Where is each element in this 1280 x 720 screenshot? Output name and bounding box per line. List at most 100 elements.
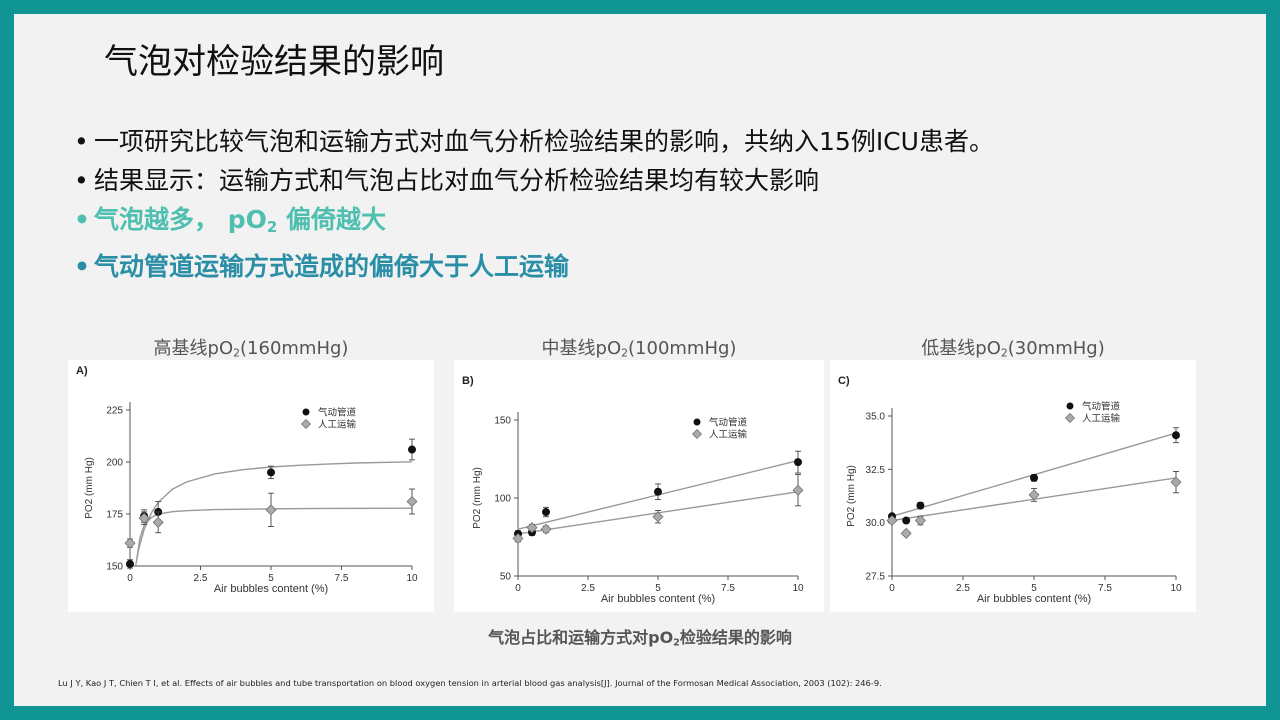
fit-line — [136, 507, 413, 558]
highlight-text-pre: 气泡越多， pO — [94, 205, 267, 234]
x-tick-label: 10 — [792, 583, 804, 594]
x-tick-label: 5 — [268, 573, 274, 584]
x-tick-label: 10 — [406, 573, 418, 584]
bullet-dot: • — [74, 127, 89, 156]
y-tick-label: 150 — [106, 562, 123, 573]
data-point-diamond — [914, 515, 926, 527]
x-tick-label: 0 — [889, 583, 895, 594]
chart-title-pre: 高基线pO — [153, 338, 234, 359]
highlight-text-sub: 2 — [266, 217, 278, 236]
chart-a: A) 150 175 200 225 0 2.5 5 7.5 10 Air bubbles cont… — [76, 365, 418, 595]
bullet-text: 一项研究比较气泡和运输方式对血气分析检验结果的影响，共纳入15例ICU患者。 — [94, 127, 994, 156]
bullet-item-highlight: • 气动管道运输方式造成的偏倚大于人工运输 — [74, 247, 1224, 286]
legend-label: 气动管道 — [318, 407, 357, 419]
panel-label: B) — [462, 375, 474, 387]
x-tick-label: 2.5 — [194, 573, 208, 584]
x-tick-label: 10 — [1170, 583, 1182, 594]
legend-label: 气动管道 — [1082, 401, 1121, 413]
legend-marker-circle — [1066, 402, 1074, 410]
data-point-diamond — [886, 515, 898, 527]
highlight-text-post: 偏倚越大 — [277, 205, 387, 234]
x-tick-label: 0 — [515, 583, 521, 594]
data-point-diamond — [512, 533, 524, 545]
data-point-circle — [408, 445, 416, 454]
x-tick-label: 7.5 — [335, 573, 349, 584]
fit-line — [134, 461, 413, 567]
x-tick-label: 5 — [1031, 583, 1037, 594]
chart-title-pre: 低基线pO — [921, 338, 1001, 359]
chart-panel-b: B) 50 100 150 0 2.5 5 7.5 10 Air bubbles content … — [454, 360, 824, 612]
data-point-circle — [916, 501, 925, 510]
panel-label: A) — [76, 365, 88, 377]
chart-title-low: 低基线pO2(30mmHg) — [830, 334, 1196, 360]
data-point-diamond — [152, 516, 164, 528]
x-tick-label: 7.5 — [1098, 583, 1112, 594]
data-point-diamond — [265, 504, 277, 516]
y-tick-label: 150 — [494, 416, 511, 427]
data-point-diamond — [124, 537, 136, 549]
chart-title-post: (30mmHg) — [1007, 338, 1105, 359]
data-point-circle — [902, 516, 911, 525]
data-point-circle — [1030, 473, 1038, 482]
caption-sub: 2 — [673, 637, 680, 649]
x-tick-label: 5 — [655, 583, 661, 594]
reference-citation: Lu J Y, Kao J T, Chien T I, et al. Effec… — [58, 678, 882, 688]
x-tick-label: 2.5 — [581, 583, 595, 594]
chart-title-sub: 2 — [233, 346, 241, 360]
y-tick-label: 32.5 — [866, 465, 886, 476]
y-tick-label: 30.0 — [866, 518, 886, 529]
bullet-dot: • — [74, 166, 89, 195]
y-tick-label: 100 — [494, 494, 511, 505]
bullet-item: • 结果显示：运输方式和气泡占比对血气分析检验结果均有较大影响 — [74, 161, 1224, 200]
x-axis-label: Air bubbles content (%) — [977, 593, 1091, 605]
legend-label: 人工运输 — [1082, 413, 1121, 425]
chart-b: B) 50 100 150 0 2.5 5 7.5 10 Air bubbles content … — [462, 375, 804, 605]
chart-title-post: (160mmHg) — [240, 338, 349, 359]
panel-label: C) — [838, 375, 850, 387]
chart-panel-c: C) 27.5 30.0 32.5 35.0 0 2.5 5 7.5 10 Air bubbles … — [830, 360, 1196, 612]
legend-label: 人工运输 — [709, 429, 748, 441]
chart-title-sub: 2 — [1000, 346, 1008, 360]
legend-marker-diamond — [1065, 413, 1075, 423]
chart-title-post: (100mmHg) — [628, 338, 737, 359]
data-point-diamond — [1170, 476, 1182, 488]
data-point-diamond — [900, 527, 912, 539]
bullet-item-highlight: • 气泡越多， pO2 偏倚越大 — [74, 200, 1224, 247]
legend-label: 气动管道 — [709, 417, 748, 429]
highlight-text: 气动管道运输方式造成的偏倚大于人工运输 — [94, 251, 570, 281]
bullet-list: • 一项研究比较气泡和运输方式对血气分析检验结果的影响，共纳入15例ICU患者。 … — [74, 122, 1224, 286]
data-point-circle — [654, 487, 662, 496]
slide-title: 气泡对检验结果的影响 — [104, 42, 444, 82]
chart-title-sub: 2 — [621, 346, 629, 360]
y-tick-label: 175 — [106, 510, 123, 521]
figure-caption: 气泡占比和运输方式对pO2检验结果的影响 — [14, 624, 1266, 648]
caption-post: 检验结果的影响 — [679, 628, 792, 647]
x-axis-label: Air bubbles content (%) — [214, 583, 328, 595]
y-tick-label: 225 — [106, 406, 123, 417]
chart-title-high: 高基线pO2(160mmHg) — [68, 334, 434, 360]
chart-title-mid: 中基线pO2(100mmHg) — [454, 334, 824, 360]
chart-panel-a: A) 150 175 200 225 0 2.5 5 7.5 10 Air bubbles cont… — [68, 360, 434, 612]
legend-label: 人工运输 — [318, 419, 357, 431]
x-tick-label: 0 — [127, 573, 133, 584]
data-point-circle — [794, 458, 802, 467]
data-point-circle — [1172, 431, 1180, 440]
chart-c: C) 27.5 30.0 32.5 35.0 0 2.5 5 7.5 10 Air bubbles … — [838, 375, 1182, 605]
y-axis-label: PO2 (mm Hg) — [472, 467, 483, 529]
slide: 气泡对检验结果的影响 • 一项研究比较气泡和运输方式对血气分析检验结果的影响，共纳… — [14, 14, 1266, 706]
data-point-diamond — [526, 522, 538, 534]
data-point-diamond — [406, 496, 418, 508]
legend-marker-circle — [302, 408, 310, 416]
data-point-diamond — [540, 523, 552, 535]
x-tick-label: 2.5 — [956, 583, 970, 594]
y-tick-label: 27.5 — [866, 572, 886, 583]
y-tick-label: 35.0 — [866, 412, 886, 423]
legend-marker-circle — [693, 418, 701, 426]
data-point-circle — [267, 468, 275, 477]
legend-marker-diamond — [301, 419, 311, 429]
y-axis-label: PO2 (mm Hg) — [846, 465, 857, 527]
data-point-diamond — [1028, 489, 1040, 501]
y-tick-label: 200 — [106, 458, 123, 469]
bullet-dot: • — [74, 205, 90, 234]
